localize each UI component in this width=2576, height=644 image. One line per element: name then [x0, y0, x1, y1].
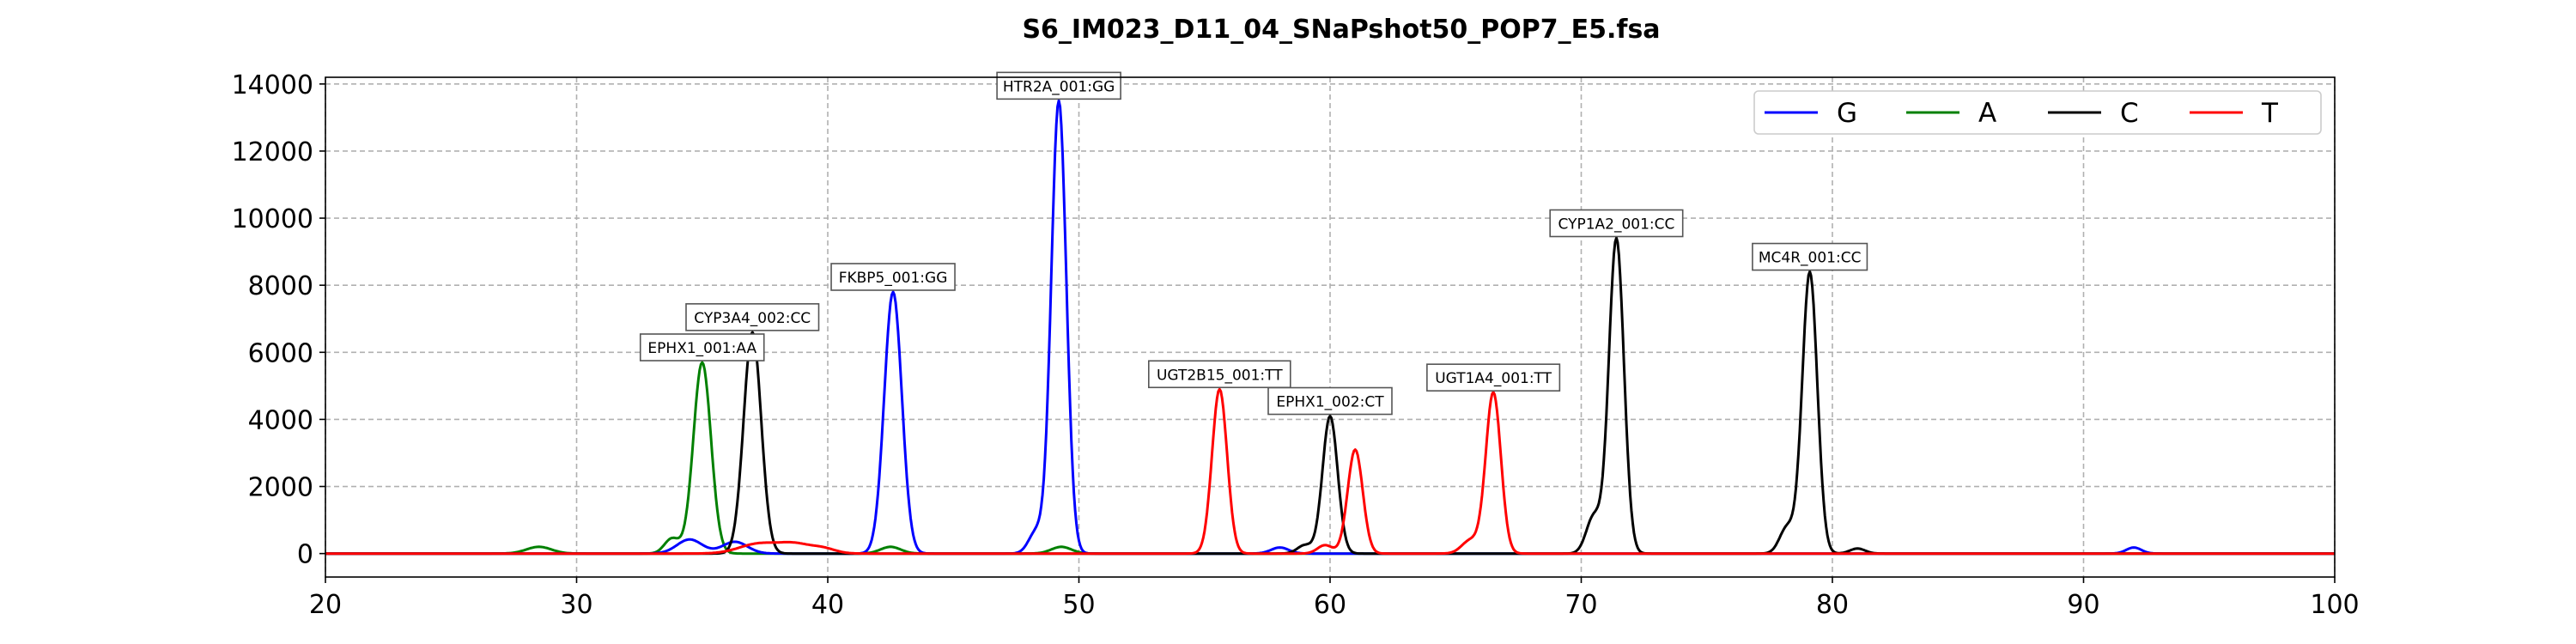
chart-title: S6_IM023_D11_04_SNaPshot50_POP7_E5.fsa — [1022, 15, 1660, 45]
x-tick-label: 20 — [309, 590, 342, 620]
x-tick-label: 30 — [560, 590, 592, 620]
annotation-box — [830, 263, 956, 291]
peak-annotation: FKBP5_001:GG — [830, 263, 956, 291]
annotation-box — [1549, 209, 1684, 238]
y-tick-label: 0 — [297, 540, 313, 570]
x-tick-label: 60 — [1314, 590, 1346, 620]
annotation-label: HTR2A_001:GG — [1003, 78, 1115, 95]
trace-T — [325, 387, 2335, 556]
y-tick-label: 10000 — [232, 204, 313, 234]
axes: 20 30 40 50 60 70 80 90 100 0 2000 4000 6000 8000 1000… — [232, 70, 2360, 620]
annotation-label: MC4R_001:CC — [1759, 250, 1862, 267]
y-tick-label: 6000 — [248, 338, 313, 368]
legend-item-A: A — [1906, 98, 1996, 129]
peak-annotation: UGT2B15_001:TT — [1148, 360, 1291, 389]
y-tick-label: 4000 — [248, 405, 313, 435]
annotation-box — [685, 303, 820, 331]
annotation-box — [1148, 360, 1291, 389]
x-tick-label: 100 — [2310, 590, 2359, 620]
grid-lines — [325, 77, 2336, 577]
annotation-label: UGT2B15_001:TT — [1157, 367, 1283, 384]
x-tick-label: 40 — [811, 590, 844, 620]
x-tick-label: 90 — [2067, 590, 2099, 620]
x-tick-label: 80 — [1816, 590, 1849, 620]
peak-annotation: EPHX1_001:AA — [639, 333, 765, 361]
x-tick-label: 70 — [1564, 590, 1597, 620]
annotation-box — [1426, 363, 1561, 392]
x-tick-label: 50 — [1062, 590, 1095, 620]
peak-annotations: EPHX1_001:AA CYP3A4_002:CC FKBP5_001:GG HTR… — [639, 71, 1868, 416]
legend-item-T: T — [2190, 98, 2279, 129]
annotation-box — [1267, 386, 1393, 416]
legend-box — [1753, 90, 2322, 135]
annotation-label: CYP1A2_001:CC — [1558, 216, 1675, 233]
annotation-box — [1752, 242, 1868, 271]
y-tick-label: 14000 — [232, 70, 313, 100]
annotation-label: EPHX1_001:AA — [647, 340, 756, 357]
legend-item-C: C — [2048, 98, 2139, 129]
peak-annotation: UGT1A4_001:TT — [1426, 363, 1561, 392]
legend-item-G: G — [1765, 98, 1857, 129]
peak-annotation: HTR2A_001:GG — [996, 71, 1121, 100]
annotation-label: FKBP5_001:GG — [839, 270, 948, 287]
annotation-box — [639, 333, 765, 361]
legend-label: G — [1837, 98, 1857, 129]
y-tick-label: 12000 — [232, 137, 313, 167]
y-tick-label: 8000 — [248, 271, 313, 301]
peak-annotation: MC4R_001:CC — [1752, 242, 1868, 271]
annotation-label: UGT1A4_001:TT — [1435, 370, 1552, 387]
traces — [325, 99, 2335, 556]
peak-annotation: EPHX1_002:CT — [1267, 386, 1393, 416]
legend-label: C — [2120, 98, 2139, 129]
peak-annotation: CYP1A2_001:CC — [1549, 209, 1684, 238]
legend-label: A — [1978, 98, 1996, 129]
y-tick-label: 2000 — [248, 473, 313, 503]
legend-label: T — [2261, 98, 2279, 129]
peak-annotation: CYP3A4_002:CC — [685, 303, 820, 331]
plot-frame — [325, 76, 2336, 578]
annotation-label: EPHX1_002:CT — [1276, 394, 1384, 411]
annotation-label: CYP3A4_002:CC — [694, 310, 811, 327]
